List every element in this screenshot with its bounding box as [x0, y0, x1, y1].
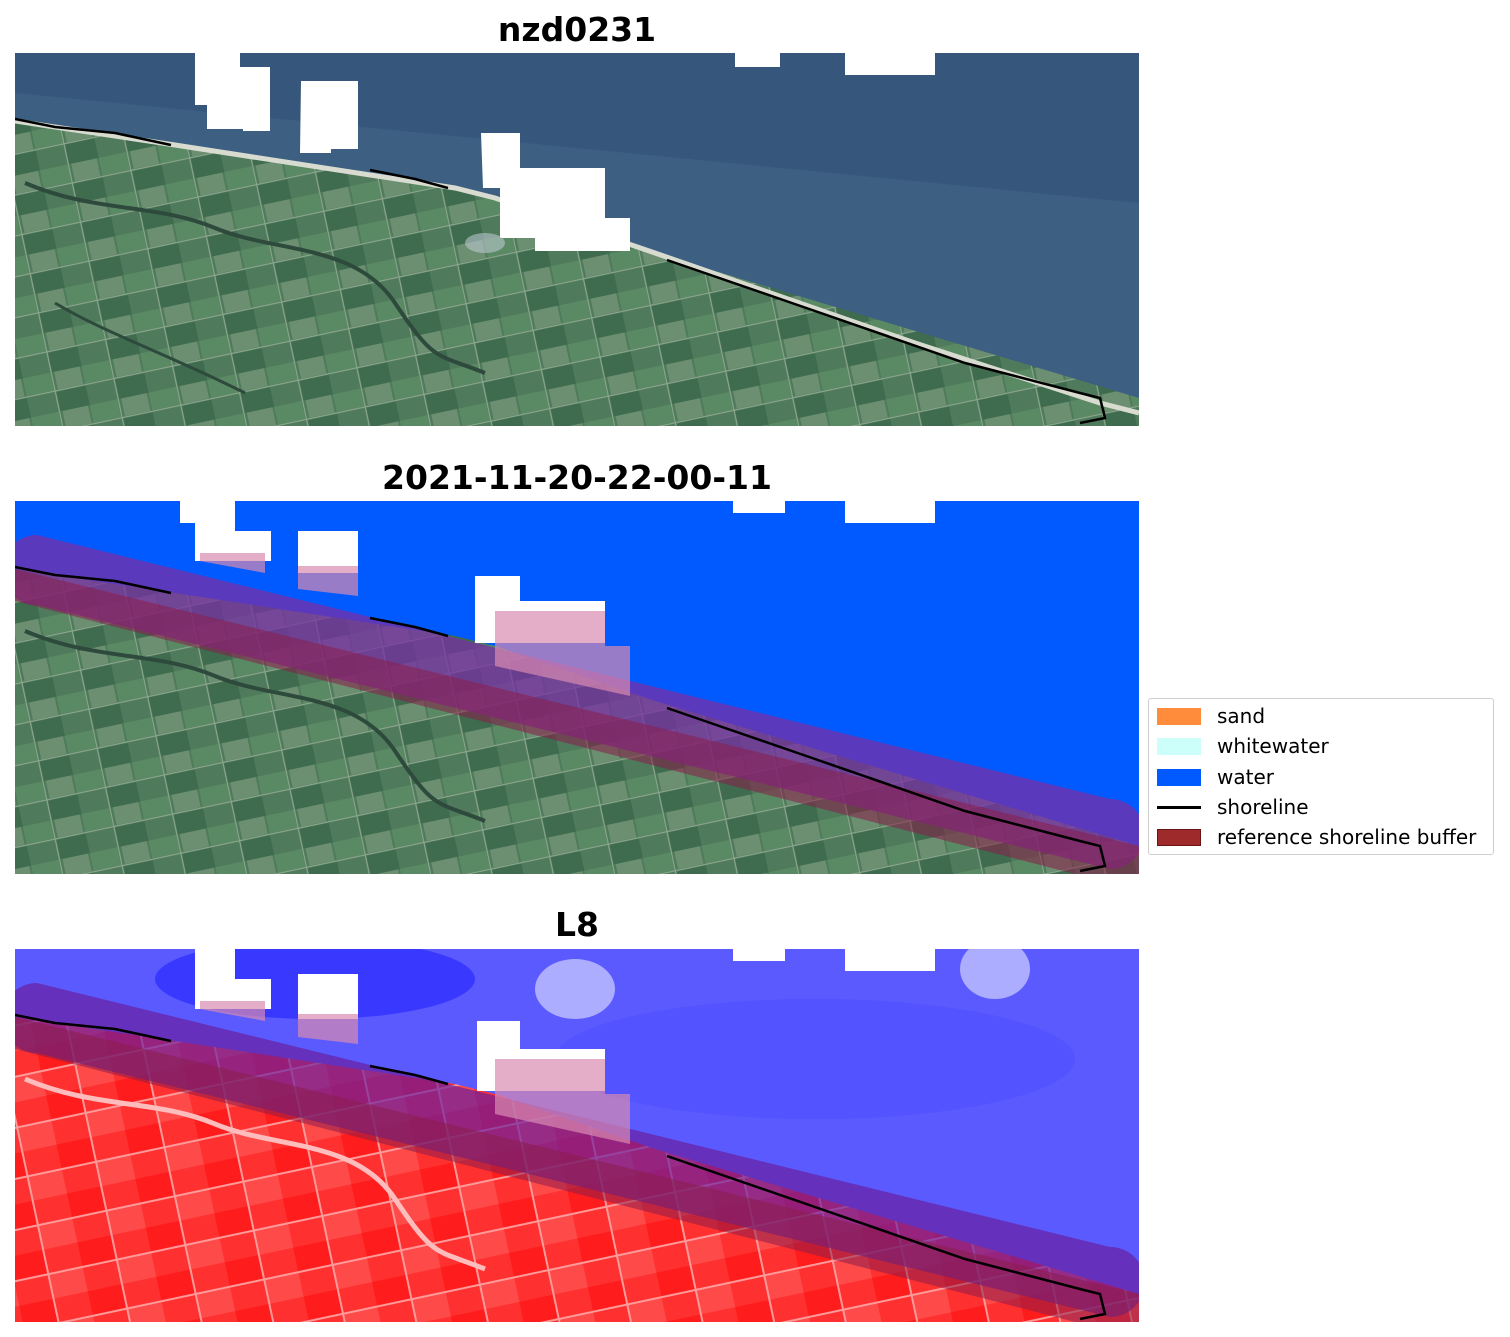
legend-label: sand: [1217, 704, 1266, 728]
legend-swatch-sand: [1157, 707, 1201, 725]
legend: sand whitewater water shoreline referenc…: [1148, 698, 1494, 855]
legend-label: whitewater: [1217, 734, 1329, 758]
legend-item-whitewater: whitewater: [1157, 734, 1329, 758]
classified-image: [15, 501, 1139, 874]
legend-swatch-buffer: [1157, 828, 1201, 846]
panel-title-rgb: nzd0231: [497, 10, 657, 49]
legend-item-sand: sand: [1157, 704, 1265, 728]
legend-swatch-whitewater: [1157, 737, 1201, 755]
legend-item-water: water: [1157, 765, 1274, 789]
legend-item-reference-shoreline-buffer: reference shoreline buffer: [1157, 825, 1476, 849]
legend-line-shoreline: [1157, 805, 1201, 809]
legend-item-shoreline: shoreline: [1157, 795, 1309, 819]
panel-title-index: L8: [555, 905, 599, 944]
panel-title-classified: 2021-11-20-22-00-11: [382, 458, 772, 497]
legend-label: reference shoreline buffer: [1217, 825, 1477, 849]
legend-label: shoreline: [1217, 795, 1309, 819]
index-image: [15, 949, 1139, 1322]
satellite-rgb-image: [15, 53, 1139, 426]
legend-swatch-water: [1157, 768, 1201, 786]
legend-label: water: [1217, 765, 1274, 789]
